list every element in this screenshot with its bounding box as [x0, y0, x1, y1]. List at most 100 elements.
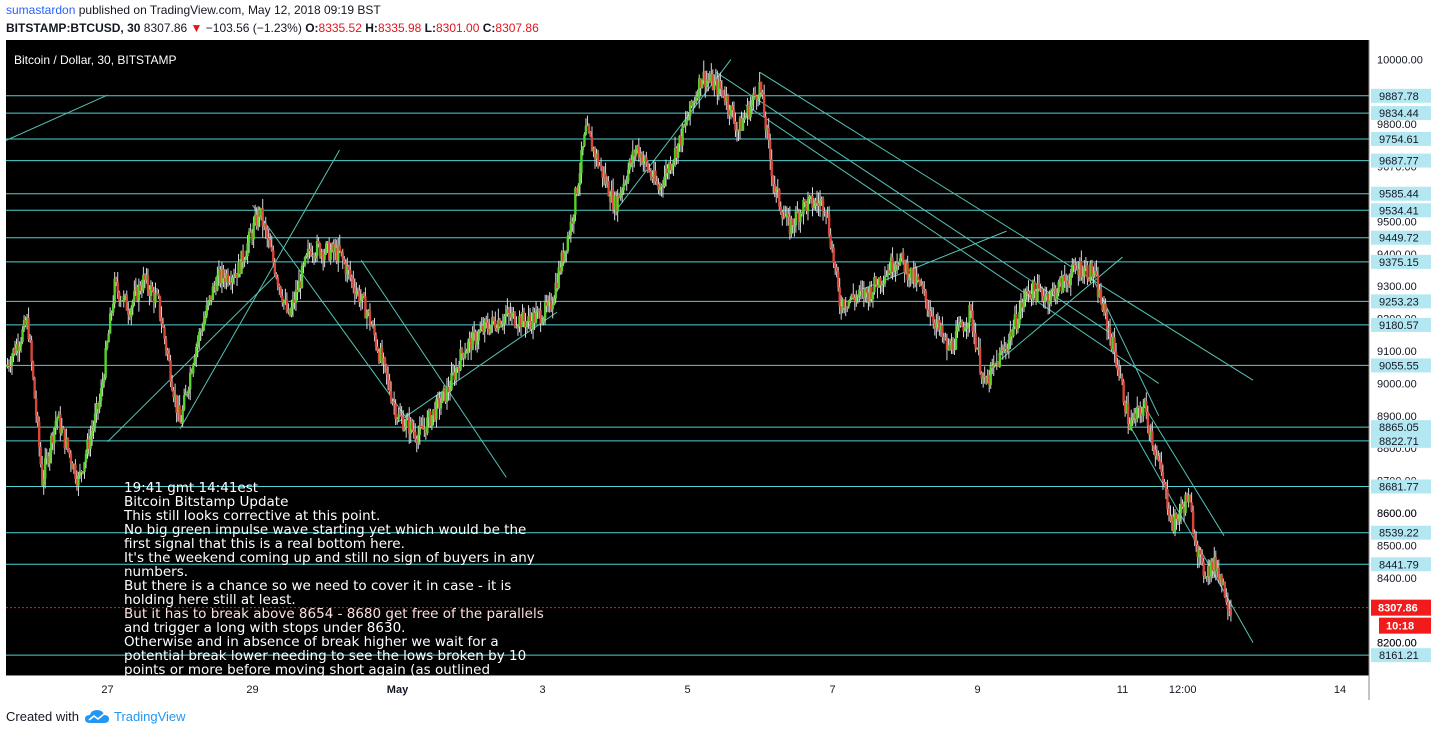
candle-down: [853, 297, 856, 302]
candle-down: [762, 94, 766, 117]
candle-up: [326, 241, 329, 244]
candle-up: [456, 367, 459, 369]
level-tag-label: 8441.79: [1379, 559, 1419, 571]
candle-up: [468, 337, 471, 342]
candle-up: [213, 285, 216, 287]
candle-up: [672, 160, 675, 166]
candle-down: [1123, 402, 1127, 413]
candle-down: [1104, 303, 1107, 313]
candle-up: [701, 80, 704, 88]
candle-down: [40, 464, 44, 486]
candle-down: [901, 252, 905, 261]
candle-up: [989, 365, 992, 386]
candle-down: [874, 277, 878, 285]
candle-down: [214, 285, 218, 291]
candle-up: [382, 357, 385, 363]
candle-down: [1194, 540, 1198, 545]
price-tick-label: 9800.00: [1377, 119, 1417, 131]
candle-up: [256, 210, 260, 227]
candle-up: [427, 411, 431, 418]
candle-down: [376, 346, 379, 352]
candle-up: [445, 386, 449, 402]
candle-down: [637, 145, 641, 158]
candle-down: [559, 267, 562, 272]
candle-down: [332, 244, 335, 253]
price-tick-label: 8600.00: [1377, 508, 1417, 520]
candle-down: [1188, 495, 1192, 503]
candle-up: [405, 418, 408, 427]
candle-down: [34, 398, 38, 416]
candle-up: [935, 322, 938, 328]
author-link[interactable]: sumastardon: [6, 3, 76, 17]
candle-down: [846, 306, 849, 308]
candle-up: [111, 303, 115, 313]
level-tag-label: 9585.44: [1379, 189, 1419, 201]
candle-down: [485, 320, 488, 323]
candle-down: [164, 338, 168, 351]
candle-up: [643, 157, 647, 162]
candle-down: [36, 415, 39, 422]
candle-down: [833, 263, 837, 268]
candle-down: [604, 173, 607, 184]
price-tick-label: 8200.00: [1377, 638, 1417, 650]
candle-down: [1211, 561, 1214, 571]
candle-up: [113, 278, 116, 304]
candle-up: [551, 304, 554, 310]
tradingview-link[interactable]: TradingView: [84, 709, 186, 724]
candle-down: [96, 403, 100, 409]
candle-down: [1204, 575, 1207, 577]
candle-down: [278, 284, 281, 287]
candle-down: [784, 216, 787, 218]
candle-down: [143, 274, 147, 280]
candle-up: [554, 282, 557, 299]
trendline-group: [6, 59, 1254, 643]
candle-up: [744, 115, 748, 118]
candle-down: [1148, 425, 1151, 436]
candle-down: [175, 394, 178, 413]
note-text-line: numbers.: [124, 564, 188, 580]
candle-down: [640, 153, 644, 164]
tradingview-brand: TradingView: [113, 709, 186, 724]
note-text-line: But it has to break above 8654 - 8680 ge…: [124, 606, 544, 622]
candle-down: [27, 317, 30, 340]
candle-up: [563, 250, 566, 262]
candle-up: [995, 361, 998, 364]
candle-up: [915, 276, 918, 284]
candle-down: [128, 314, 131, 317]
chart-container[interactable]: 10000.00 9800.00 9500.00 9300.00 9100.00 9000…: [6, 40, 1433, 700]
candle-up: [939, 325, 943, 330]
candle-up: [1012, 326, 1015, 337]
candle-up: [542, 317, 545, 323]
candle-up: [48, 452, 51, 464]
candle-down: [1006, 349, 1009, 351]
candle-down: [148, 289, 151, 296]
candle-up: [965, 327, 968, 329]
symbol-label[interactable]: BITSTAMP:BTCUSD, 30: [6, 21, 141, 35]
candle-down: [507, 309, 511, 314]
candle-down: [412, 429, 415, 432]
candle-up: [658, 185, 662, 191]
candle-down: [269, 240, 272, 247]
candle-up: [1052, 288, 1056, 290]
level-tag: [1371, 88, 1431, 103]
candle-up: [981, 376, 985, 379]
candle-down: [492, 317, 496, 322]
price-tick-label: 8600.00: [1377, 508, 1417, 520]
candle-up: [263, 223, 266, 227]
price-chart[interactable]: 10000.00 9800.00 9500.00 9300.00 9100.00 9000…: [6, 40, 1433, 700]
candle-up: [192, 364, 195, 374]
candle-down: [146, 274, 150, 290]
candle-down: [879, 277, 882, 286]
candle-up: [107, 333, 110, 343]
candle-up: [1003, 346, 1006, 351]
candle-down: [288, 309, 292, 316]
candle-up: [749, 105, 752, 118]
candle-up: [337, 245, 340, 262]
candle-down: [876, 284, 879, 288]
candle-up: [850, 294, 853, 299]
candle-down: [859, 289, 863, 291]
candle-up: [53, 428, 56, 444]
candle-up: [583, 134, 586, 147]
candle-down: [791, 219, 795, 226]
candle-down: [1226, 602, 1230, 610]
